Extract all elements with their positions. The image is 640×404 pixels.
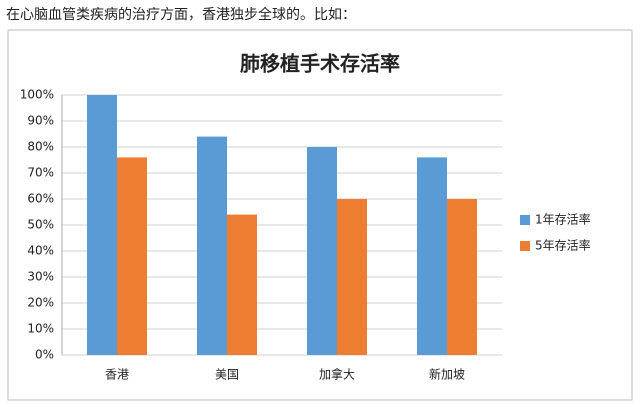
legend-swatch	[520, 241, 530, 251]
y-tick-label: 100%	[20, 88, 54, 102]
legend-swatch	[520, 215, 530, 225]
bar	[117, 157, 147, 355]
y-tick-label: 30%	[27, 270, 54, 284]
y-tick-label: 40%	[27, 244, 54, 258]
y-tick-label: 70%	[27, 166, 54, 180]
bar	[447, 199, 477, 355]
bar	[417, 157, 447, 355]
bar	[307, 147, 337, 355]
legend-label: 1年存活率	[535, 212, 591, 227]
y-tick-label: 0%	[35, 348, 54, 362]
y-tick-label: 10%	[27, 322, 54, 336]
bar	[337, 199, 367, 355]
y-tick-label: 60%	[27, 192, 54, 206]
y-tick-label: 50%	[27, 218, 54, 232]
x-tick-label: 新加坡	[429, 367, 465, 382]
bar	[227, 214, 257, 355]
x-tick-label: 香港	[105, 368, 129, 382]
y-tick-label: 80%	[27, 140, 54, 154]
bar	[197, 136, 227, 355]
legend-label: 5年存活率	[535, 238, 591, 253]
x-tick-label: 美国	[215, 368, 239, 382]
y-tick-label: 20%	[27, 296, 54, 310]
bar	[87, 95, 117, 355]
x-tick-label: 加拿大	[319, 367, 355, 382]
intro-text: 在心脑血管类疾病的治疗方面，香港独步全球的。比如：	[6, 7, 356, 23]
chart-title: 肺移植手术存活率	[240, 52, 400, 76]
y-tick-label: 90%	[27, 114, 54, 128]
